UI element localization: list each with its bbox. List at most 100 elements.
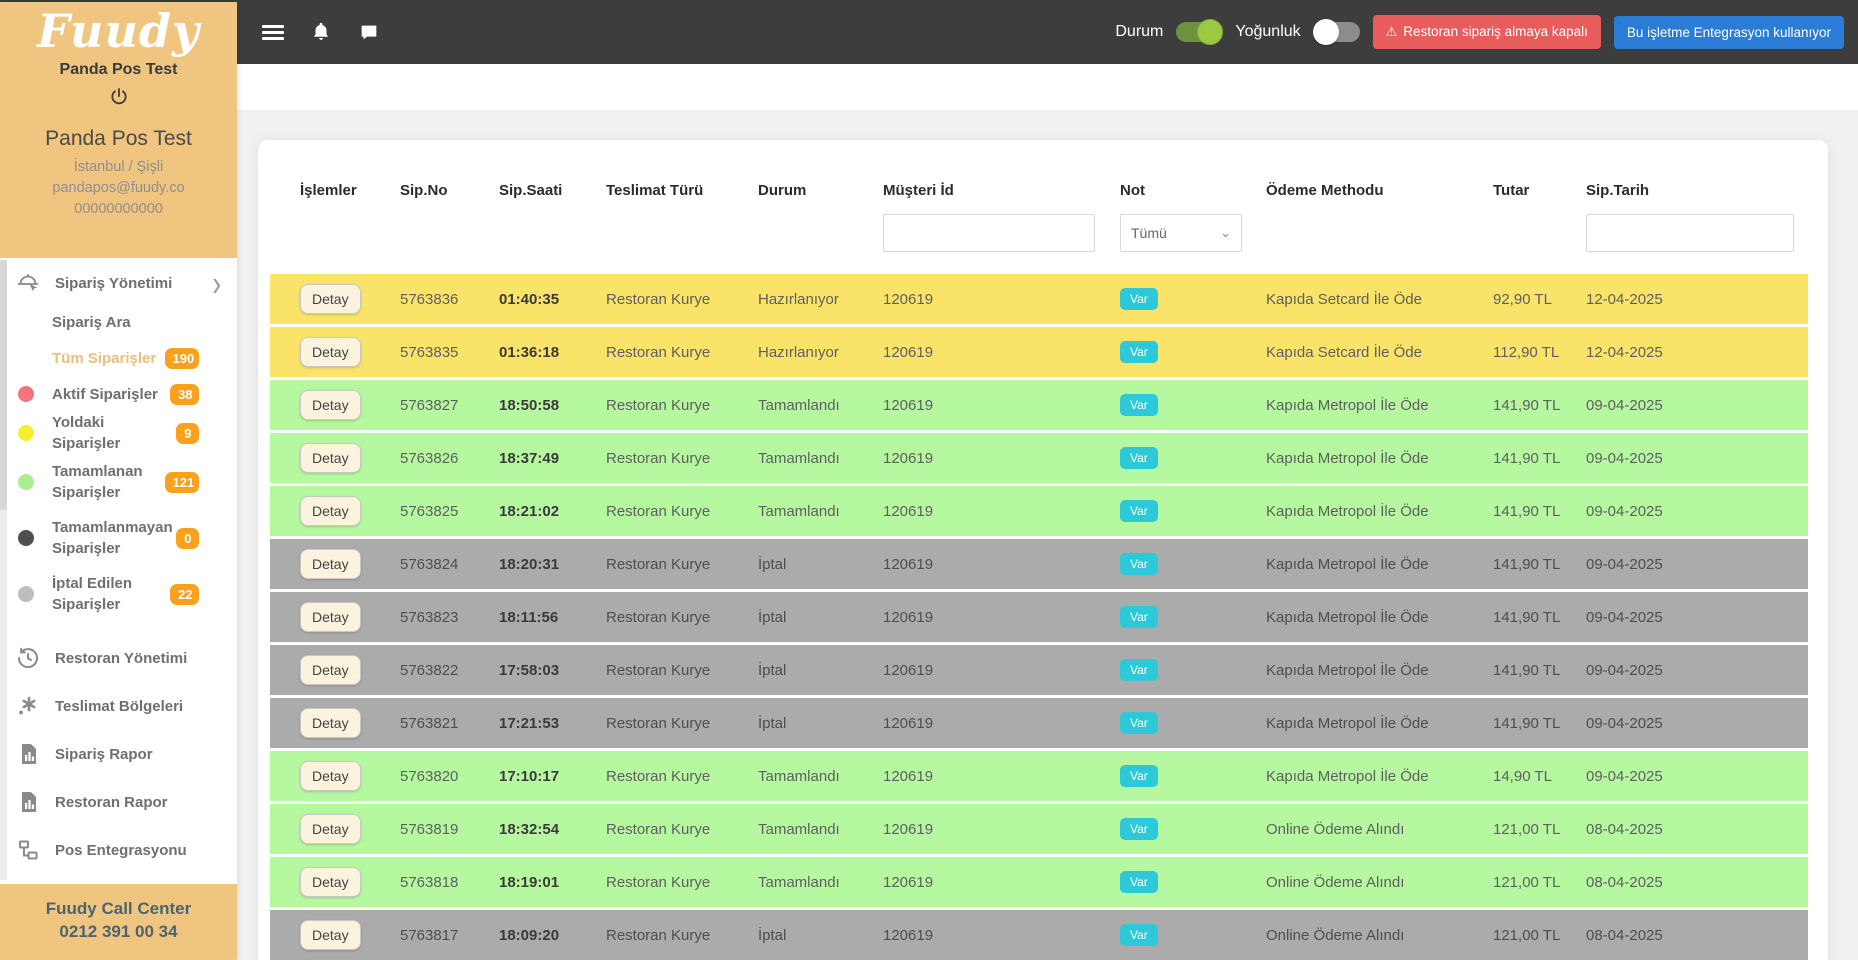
- detay-button[interactable]: Detay: [300, 814, 361, 844]
- customer-id: 120619: [883, 555, 934, 573]
- restaurant-closed-button[interactable]: ⚠ Restoran sipariş almaya kapalı: [1372, 15, 1601, 49]
- table-row: Detay 5763819 18:32:54 Restoran Kurye Ta…: [270, 804, 1808, 854]
- durum-toggle[interactable]: [1176, 19, 1224, 45]
- table-row: Detay 5763818 18:19:01 Restoran Kurye Ta…: [270, 857, 1808, 907]
- col-header-teslimat: Teslimat Türü: [606, 182, 704, 199]
- order-date: 09-04-2025: [1586, 555, 1663, 573]
- detay-button[interactable]: Detay: [300, 549, 361, 579]
- order-status: Hazırlanıyor: [758, 290, 839, 308]
- payment-method: Online Ödeme Alındı: [1266, 820, 1405, 838]
- order-date: 08-04-2025: [1586, 926, 1663, 944]
- sidebar-item-restoran-rapor[interactable]: Restoran Rapor: [0, 778, 237, 826]
- order-date: 08-04-2025: [1586, 820, 1663, 838]
- col-header-odeme: Ödeme Methodu: [1266, 182, 1384, 199]
- not-filter-select[interactable]: Tümü ⌄: [1120, 214, 1242, 252]
- sidebar-item-siparis-yonetimi[interactable]: Sipariş Yönetimi ›: [0, 262, 237, 304]
- messages-chat-icon[interactable]: [358, 21, 380, 43]
- order-status: İptal: [758, 714, 787, 732]
- count-badge: 190: [164, 347, 199, 369]
- note-badge[interactable]: Var: [1120, 553, 1158, 575]
- integration-info-button[interactable]: Bu işletme Entegrasyon kullanıyor: [1613, 15, 1844, 49]
- sidebar-item-teslimat-bolgeleri[interactable]: Teslimat Bölgeleri: [0, 682, 237, 730]
- report-document-icon: [16, 742, 40, 766]
- delivery-type: Restoran Kurye: [606, 873, 711, 891]
- col-header-musteri: Müşteri İd: [883, 182, 954, 199]
- sidebar-item-siparis-ara[interactable]: Sipariş Ara: [0, 304, 237, 340]
- note-badge[interactable]: Var: [1120, 765, 1158, 787]
- detay-button[interactable]: Detay: [300, 390, 361, 420]
- note-badge[interactable]: Var: [1120, 341, 1158, 363]
- note-badge[interactable]: Var: [1120, 447, 1158, 469]
- sidebar-item-tamamlanmayan-siparisler[interactable]: Tamamlanmayan Siparişler 0: [0, 510, 237, 566]
- sidebar-item-label: Sipariş Rapor: [55, 745, 153, 763]
- sidebar-item-label: Tüm Siparişler: [52, 349, 157, 367]
- asterisk-icon: [16, 694, 40, 718]
- amount: 112,90 TL: [1493, 343, 1560, 361]
- order-time: 18:11:56: [499, 608, 559, 626]
- note-badge[interactable]: Var: [1120, 288, 1158, 310]
- note-badge[interactable]: Var: [1120, 712, 1158, 734]
- detay-button[interactable]: Detay: [300, 284, 361, 314]
- sidebar-item-tamamlanan-siparisler[interactable]: Tamamlanan Siparişler 121: [0, 454, 237, 510]
- musteri-id-filter-input[interactable]: [883, 214, 1095, 252]
- detay-button[interactable]: Detay: [300, 443, 361, 473]
- note-badge[interactable]: Var: [1120, 871, 1158, 893]
- menu-toggle-icon[interactable]: [262, 24, 284, 40]
- detay-button[interactable]: Detay: [300, 602, 361, 632]
- sidebar-item-tum-siparisler[interactable]: Tüm Siparişler 190: [0, 340, 237, 376]
- topbar-icons: [262, 21, 380, 43]
- detay-button[interactable]: Detay: [300, 655, 361, 685]
- detay-button[interactable]: Detay: [300, 920, 361, 950]
- note-badge[interactable]: Var: [1120, 500, 1158, 522]
- customer-id: 120619: [883, 873, 934, 891]
- delivery-type: Restoran Kurye: [606, 926, 711, 944]
- order-number: 5763818: [400, 873, 459, 891]
- order-date: 08-04-2025: [1586, 873, 1663, 891]
- sidebar-item-label: Restoran Rapor: [55, 793, 168, 811]
- sidebar-scrollbar-thumb[interactable]: [0, 260, 7, 510]
- note-badge[interactable]: Var: [1120, 394, 1158, 416]
- sidebar: Fuudy Panda Pos Test Panda Pos Test İsta…: [0, 2, 237, 960]
- restaurant-phone: 00000000000: [74, 200, 163, 217]
- detay-button[interactable]: Detay: [300, 337, 361, 367]
- power-logout-icon[interactable]: [109, 87, 129, 107]
- sidebar-item-yoldaki-siparisler[interactable]: Yoldaki Siparişler 9: [0, 412, 237, 454]
- durum-toggle-label: Durum: [1115, 23, 1164, 40]
- notifications-bell-icon[interactable]: [310, 21, 332, 43]
- detay-button[interactable]: Detay: [300, 496, 361, 526]
- durum-toggle-knob[interactable]: [1197, 19, 1224, 45]
- yogunluk-toggle[interactable]: [1312, 19, 1360, 45]
- col-header-sipno: Sip.No: [400, 182, 448, 199]
- order-time: 01:36:18: [499, 343, 560, 361]
- sidebar-item-siparis-rapor[interactable]: Sipariş Rapor: [0, 730, 237, 778]
- delivery-type: Restoran Kurye: [606, 555, 711, 573]
- history-clock-icon: [16, 646, 40, 670]
- order-number: 5763824: [400, 555, 459, 573]
- table-row: Detay 5763821 17:21:53 Restoran Kurye İp…: [270, 698, 1808, 748]
- sidebar-item-aktif-siparisler[interactable]: Aktif Siparişler 38: [0, 376, 237, 412]
- note-badge[interactable]: Var: [1120, 659, 1158, 681]
- detay-button[interactable]: Detay: [300, 761, 361, 791]
- sidebar-item-pos-entegrasyonu[interactable]: Pos Entegrasyonu: [0, 826, 237, 874]
- detay-button[interactable]: Detay: [300, 708, 361, 738]
- delivery-type: Restoran Kurye: [606, 502, 711, 520]
- table-row: Detay 5763822 17:58:03 Restoran Kurye İp…: [270, 645, 1808, 695]
- sidebar-item-restoran-yonetimi[interactable]: Restoran Yönetimi: [0, 634, 237, 682]
- sidebar-item-iptal-edilen-siparisler[interactable]: İptal Edilen Siparişler 22: [0, 566, 237, 622]
- delivery-type: Restoran Kurye: [606, 661, 711, 679]
- note-badge[interactable]: Var: [1120, 818, 1158, 840]
- note-badge[interactable]: Var: [1120, 606, 1158, 628]
- order-number: 5763826: [400, 449, 459, 467]
- note-badge[interactable]: Var: [1120, 924, 1158, 946]
- red-status-dot: [18, 386, 34, 402]
- yogunluk-toggle-knob[interactable]: [1312, 19, 1339, 45]
- detay-button[interactable]: Detay: [300, 867, 361, 897]
- count-badge: 0: [176, 527, 199, 549]
- amount: 141,90 TL: [1493, 396, 1561, 414]
- order-number: 5763825: [400, 502, 459, 520]
- sip-tarih-filter-input[interactable]: [1586, 214, 1794, 252]
- table-row: Detay 5763826 18:37:49 Restoran Kurye Ta…: [270, 433, 1808, 483]
- sidebar-scrollbar[interactable]: [0, 260, 7, 880]
- count-badge: 9: [176, 422, 199, 444]
- col-header-sipsaati: Sip.Saati: [499, 182, 563, 199]
